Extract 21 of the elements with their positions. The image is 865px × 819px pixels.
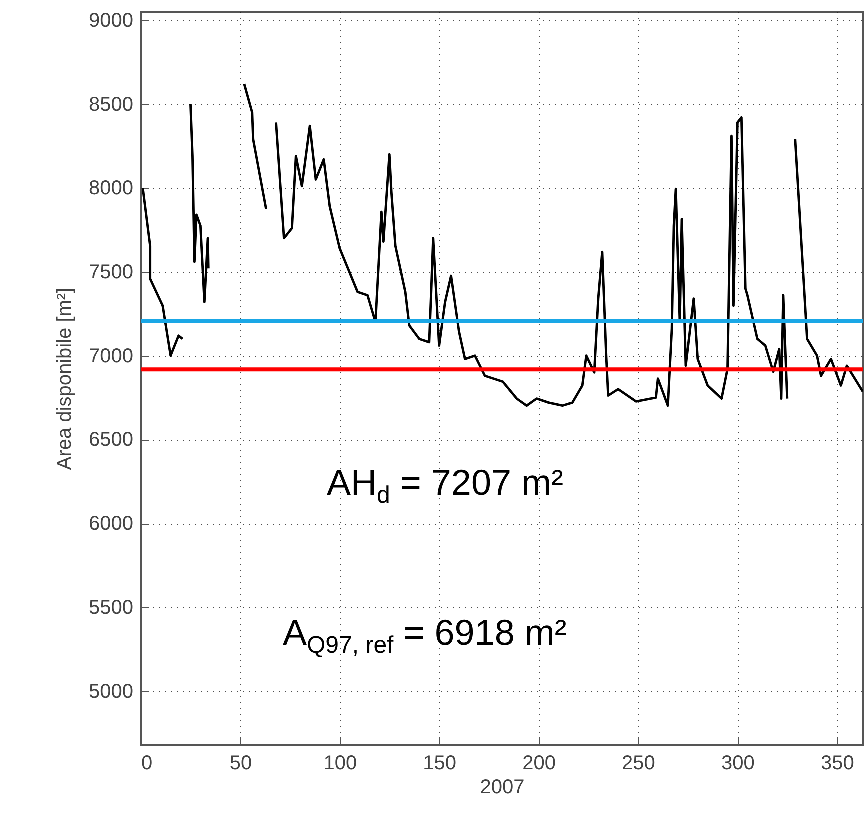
y-tick-label: 7000 bbox=[89, 345, 134, 368]
x-tick-label: 150 bbox=[423, 752, 457, 774]
y-tick-label: 8500 bbox=[89, 94, 134, 116]
x-axis-title: 2007 bbox=[480, 776, 525, 798]
y-tick-label: 5000 bbox=[89, 680, 134, 703]
y-tick-label: 9000 bbox=[89, 10, 134, 32]
x-tick-label: 100 bbox=[324, 752, 358, 774]
annotation: AH$_{d}$ = 7207 m² bbox=[327, 462, 564, 510]
y-tick-label: 7500 bbox=[89, 261, 134, 284]
y-tick-label: 6000 bbox=[89, 513, 134, 536]
y-tick-label: 8000 bbox=[89, 178, 134, 200]
x-tick-label: 50 bbox=[230, 752, 252, 774]
y-tick-label: 5500 bbox=[89, 596, 134, 619]
y-tick-label: 6500 bbox=[89, 429, 134, 452]
annotation: A$_{Q97, ref}$ = 6918 m² bbox=[283, 612, 567, 660]
x-tick-label: 200 bbox=[522, 752, 556, 774]
x-tick-label: 250 bbox=[622, 752, 656, 774]
x-tick-label: 300 bbox=[722, 752, 755, 774]
y-axis-title: Area disponibile [m²] bbox=[54, 288, 76, 470]
x-tick-label: 350 bbox=[820, 752, 854, 774]
x-tick-label: 0 bbox=[142, 752, 153, 774]
